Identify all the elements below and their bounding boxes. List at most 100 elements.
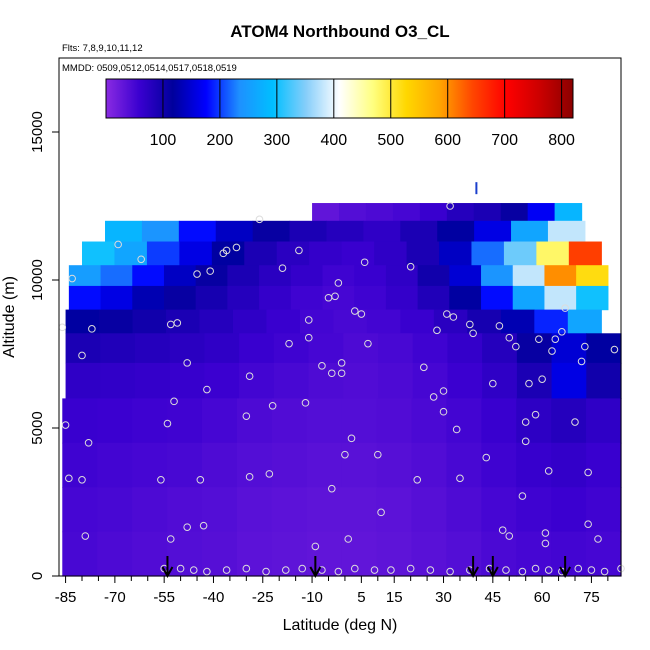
sample-point	[489, 379, 497, 388]
sample-point	[341, 450, 349, 459]
heat-cell	[100, 362, 136, 399]
heat-cell	[400, 309, 435, 334]
heat-cell	[306, 442, 343, 488]
sample-point	[551, 335, 560, 344]
colorbar-tick-label: 200	[207, 132, 234, 149]
heat-cell	[449, 265, 482, 287]
plot-frame	[58, 57, 622, 577]
heat-cell	[412, 333, 449, 364]
heat-cell	[62, 442, 98, 488]
heat-cell	[308, 333, 344, 364]
heat-cell	[481, 442, 517, 488]
heat-cell	[252, 220, 291, 243]
heat-cell	[385, 265, 419, 287]
heat-cell	[135, 362, 171, 399]
heat-cell	[326, 220, 364, 243]
sample-point	[334, 567, 343, 576]
sample-point	[538, 375, 546, 383]
sample-point	[65, 474, 73, 483]
heat-cell	[481, 398, 517, 444]
heat-cell	[536, 241, 570, 266]
heat-cell	[446, 398, 482, 444]
sample-point	[285, 339, 293, 348]
heat-cell	[132, 285, 165, 311]
heat-cell	[239, 362, 275, 399]
sample-point	[512, 342, 520, 351]
sample-point	[548, 347, 556, 355]
heat-cell	[236, 442, 273, 488]
sample-point	[505, 333, 514, 342]
heat-cell	[132, 309, 167, 334]
heat-cell	[544, 265, 577, 287]
heat-cell	[511, 220, 549, 243]
heat-cell	[500, 203, 529, 222]
sample-point	[439, 387, 448, 395]
sample-point	[433, 326, 441, 335]
heat-cell	[271, 531, 308, 577]
heat-cell	[576, 285, 609, 311]
sample-point	[327, 369, 336, 378]
dates-subtitle: MMDD: 0509,0512,0514,0517,0518,0519	[62, 63, 237, 74]
sample-point	[439, 407, 448, 416]
heat-cell	[527, 203, 556, 222]
heat-cell	[512, 285, 546, 311]
sample-point	[574, 564, 583, 573]
sample-point	[584, 520, 592, 529]
heat-cell	[551, 442, 587, 488]
heat-cell	[419, 203, 448, 222]
heat-cell	[178, 220, 217, 243]
x-tick-label: -25	[252, 589, 274, 606]
heat-cell	[201, 398, 238, 444]
heat-cell	[105, 220, 143, 243]
heat-cell	[169, 333, 206, 364]
heat-cell	[392, 203, 421, 222]
sample-point	[304, 333, 313, 342]
sample-point	[531, 564, 540, 573]
sample-point	[544, 566, 553, 574]
colorbar-tick-label: 100	[150, 132, 177, 149]
sample-point	[318, 362, 326, 370]
sample-point	[157, 476, 165, 484]
heat-cell	[482, 362, 518, 399]
heat-cell	[400, 220, 438, 243]
sample-point	[594, 535, 602, 543]
sample-point	[420, 363, 428, 372]
heat-cell	[482, 333, 518, 364]
heat-cell	[433, 309, 468, 334]
sample-point	[245, 372, 254, 381]
heat-cell	[100, 285, 133, 311]
heat-cell	[239, 333, 275, 364]
heat-cell	[289, 220, 328, 243]
x-axis-label: Latitude (deg N)	[283, 617, 398, 634]
heat-cell	[236, 531, 273, 577]
heat-cell	[236, 398, 273, 444]
heat-cell	[65, 362, 101, 399]
heat-cell	[512, 265, 546, 287]
sample-point	[357, 310, 366, 318]
heat-cell	[417, 265, 450, 287]
heat-cell	[244, 241, 278, 266]
heat-cell	[97, 487, 133, 533]
heat-cell	[481, 487, 517, 533]
heat-cell	[309, 241, 343, 266]
heat-cell	[534, 309, 569, 334]
sample-point	[295, 246, 303, 255]
sample-point	[610, 345, 619, 354]
sample-point	[446, 202, 454, 210]
heat-cell	[551, 362, 587, 399]
colorbar-tick-label: 400	[320, 132, 347, 149]
sample-point	[495, 322, 504, 330]
sample-point	[469, 329, 477, 338]
sample-point	[518, 567, 527, 576]
sample-point	[544, 467, 553, 475]
heat-cell	[308, 362, 344, 399]
sample-point	[183, 523, 191, 531]
sample-point	[482, 453, 491, 462]
sample-point	[193, 270, 201, 278]
y-axis: 0 5000 10000 15000	[29, 111, 59, 580]
heat-cell	[62, 398, 98, 444]
x-tick-label: 60	[534, 589, 551, 606]
sample-point	[373, 450, 382, 459]
sample-point	[387, 566, 395, 574]
sample-point	[242, 412, 251, 420]
